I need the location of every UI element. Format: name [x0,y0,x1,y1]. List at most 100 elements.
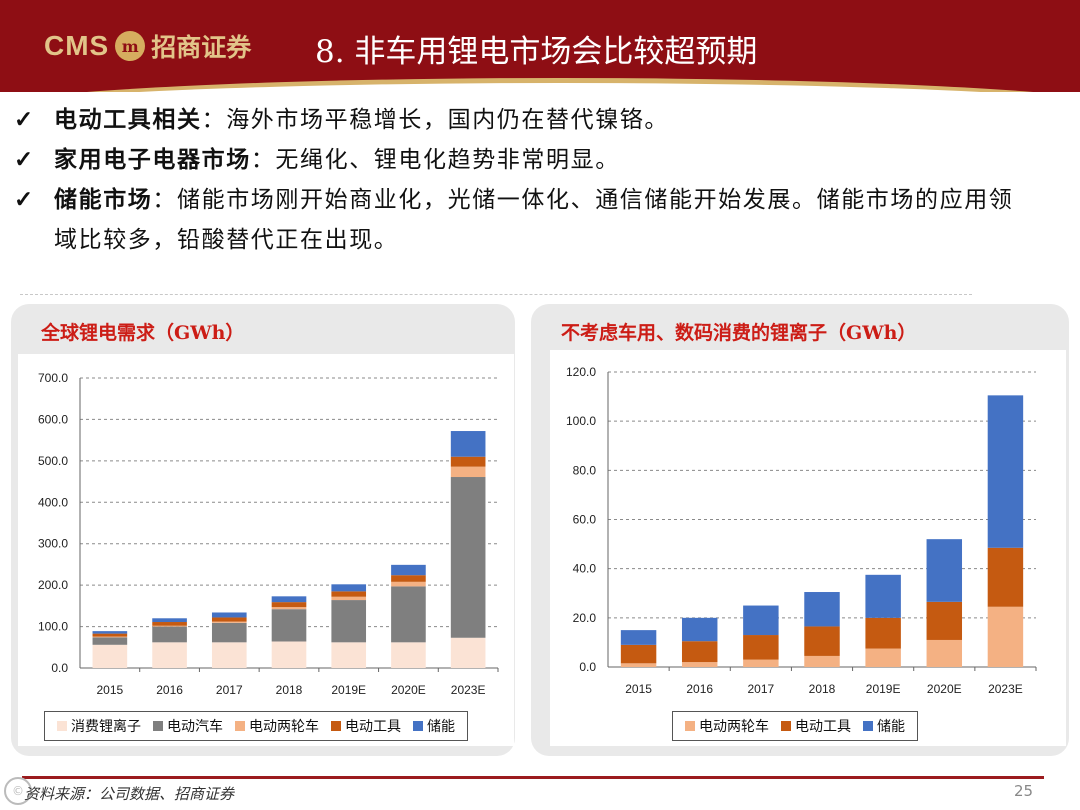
y-tick-label: 0.0 [579,660,596,674]
legend-item: 电动两轮车 [685,716,769,736]
bullet-list: ✓ 电动工具相关：海外市场平稳增长，国内仍在替代镍铬。 ✓ 家用电子电器市场：无… [14,100,1024,260]
y-tick-label: 80.0 [573,463,597,477]
bar-segment [865,574,901,618]
bar-segment [450,456,486,467]
bar-segment [865,617,901,649]
legend-swatch [781,721,791,731]
bar-segment [271,607,307,610]
bar-segment [450,637,486,668]
bar-segment [331,596,367,601]
bar-segment [152,618,187,623]
non-auto-svg: 0.0 20.0 40.0 60.0 80.0 100.0 120.0 2015 2016 201… [566,365,1037,696]
x-tick-label: 2015 [625,682,652,696]
page-number: 25 [1014,782,1034,800]
y-tick-label: 200.0 [38,578,68,592]
x-tick-label: 2015 [97,683,124,697]
legend-swatch [331,721,341,731]
legend-item: 电动两轮车 [235,716,319,736]
bullet-heading: 家用电子电器市场 [54,146,251,173]
bar-segment [620,644,657,664]
bar-segment [987,606,1024,667]
y-tick-label: 20.0 [573,611,597,625]
bar-segment [211,642,247,668]
logo-seal-icon: m [115,31,146,61]
global-demand-title: 全球锂电需求（GWh） [41,322,245,344]
checkmark-icon: ✓ [14,186,35,213]
bar-segment [211,622,247,643]
bar-segment [804,655,840,667]
bar-segment [681,617,718,642]
non-auto-chart: 0.0 20.0 40.0 60.0 80.0 100.0 120.0 2015 2016 201… [550,350,1066,746]
bar-segment [92,636,128,638]
x-tick-label: 2020E [927,682,962,696]
bar-segment [865,648,901,667]
cms-logo: CMS m 招商证券 [44,26,251,66]
bar-segment [391,564,426,576]
global-demand-chart: 0.0 100.0 200.0 300.0 400.0 500.0 600.0 700.0 20… [18,354,514,746]
bar-segment [211,617,247,622]
bar-segment [620,630,657,645]
bar-segment [804,592,840,627]
bar-segment [391,642,426,668]
x-tick-label: 2023E [451,683,486,697]
bar-segment [926,539,963,602]
x-tick-label: 2019E [866,682,901,696]
y-tick-label: 0.0 [51,661,68,675]
legend-label: 电动两轮车 [249,719,319,735]
bullet-body: ：无绳化、锂电化趋势非常明显。 [250,147,620,173]
bar-segment [271,609,307,642]
bar-segment [926,639,963,667]
bullet-body: ：海外市场平稳增长，国内仍在替代镍铬。 [201,107,670,133]
bar-segment [271,602,307,608]
legend-item: 电动汽车 [153,716,223,736]
bar-segment [987,547,1024,607]
y-tick-label: 120.0 [566,365,596,379]
x-tick-label: 2023E [988,682,1023,696]
legend-label: 电动工具 [345,719,401,735]
legend-label: 电动汽车 [167,719,223,735]
x-tick-label: 2016 [156,683,183,697]
legend-item: 电动工具 [781,716,851,736]
bullet-body: ：储能市场刚开始商业化，光储一体化、通信储能开始发展。储能市场的应用领域比较多，… [54,187,1014,253]
bar-segment [331,584,367,592]
bar-segment [743,635,779,660]
bar-segment [391,575,426,582]
legend-swatch [153,721,163,731]
y-tick-label: 300.0 [38,537,68,551]
bar-segment [450,431,486,457]
checkmark-icon: ✓ [14,106,35,133]
y-tick-label: 100.0 [566,414,596,428]
legend-label: 消费锂离子 [71,719,141,735]
bar-segment [92,644,128,668]
checkmark-icon: ✓ [14,146,35,173]
bullet-text: 电动工具相关：海外市场平稳增长，国内仍在替代镍铬。 [54,100,669,140]
x-tick-label: 2018 [276,683,303,697]
legend-item: 储能 [863,716,905,736]
legend-swatch [235,721,245,731]
bar-segment [331,642,367,668]
y-tick-label: 100.0 [38,620,68,634]
logo-company-name: 招商证券 [151,33,252,62]
bar-segment [211,612,247,618]
global-demand-legend: 消费锂离子 电动汽车 电动两轮车 电动工具 储能 [44,711,468,741]
bar-segment [152,622,187,626]
y-tick-label: 400.0 [38,495,68,509]
bullet-item: ✓ 电动工具相关：海外市场平稳增长，国内仍在替代镍铬。 [14,100,1024,140]
bar-segment [152,642,187,668]
bar-segment [450,477,486,638]
bar-segment [331,591,367,597]
bar-segment [92,633,128,637]
bar-segment [92,631,128,634]
bar-segment [681,641,718,663]
slide-title: 8. 非车用锂电市场会比较超预期 [315,34,758,70]
bar-segment [926,601,963,640]
legend-swatch [57,721,67,731]
bullet-item: ✓ 储能市场：储能市场刚开始商业化，光储一体化、通信储能开始发展。储能市场的应用… [14,180,1024,260]
bar-segment [391,581,426,587]
x-tick-label: 2018 [809,682,836,696]
bar-segment [987,395,1024,548]
non-auto-legend: 电动两轮车 电动工具 储能 [672,711,918,741]
y-tick-label: 500.0 [38,454,68,468]
watermark-icon: © [4,777,32,805]
legend-label: 电动两轮车 [699,719,769,735]
